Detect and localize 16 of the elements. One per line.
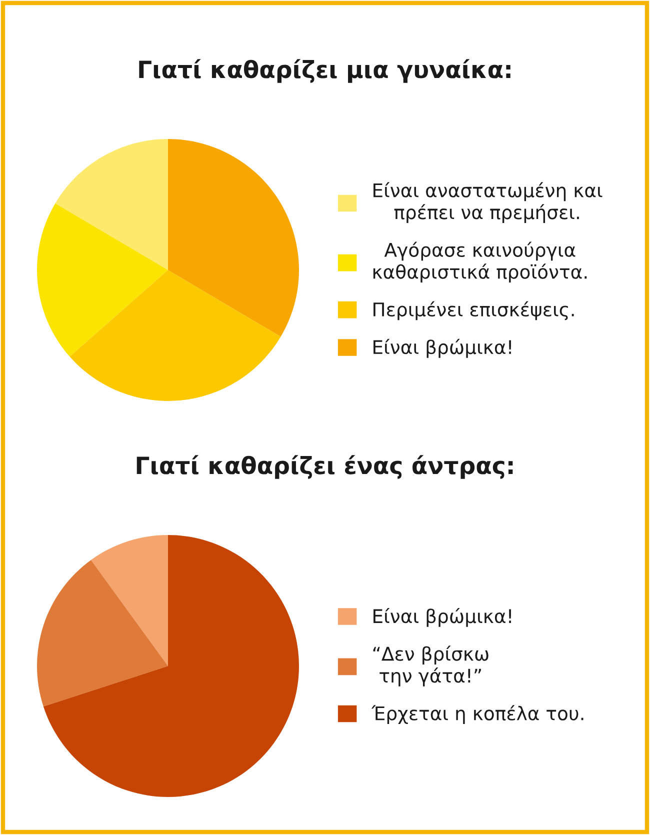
legend-label: “Δεν βρίσκω την γάτα!”: [373, 646, 488, 686]
chart-title: Γιατί καθαρίζει ένας άντρας:: [136, 455, 513, 479]
legend-label: Περιμένει επισκέψεις.: [374, 301, 574, 320]
legend-label: Είναι βρώμικα!: [374, 608, 511, 627]
pie-slice: [37, 203, 168, 357]
legend-label: Είναι αναστατωμένη και πρέπει να πρεμήσει.: [374, 182, 602, 223]
pie-slice: [70, 270, 281, 401]
chart-title: Γιατί καθαρίζει μια γυναίκα:: [139, 59, 510, 83]
pie-slice: [37, 560, 168, 706]
legend-label: Έρχεται η κοπέλα του.: [371, 705, 584, 724]
pie-slice: [91, 535, 168, 666]
pie-slice: [43, 535, 299, 797]
legend-label: Αγόρασε καινούργια καθαριστικά προϊόντα.: [373, 242, 587, 282]
legend-label: Είναι βρώμικα!: [374, 338, 511, 358]
pie-slice: [168, 139, 299, 337]
pie-slice: [55, 139, 168, 270]
